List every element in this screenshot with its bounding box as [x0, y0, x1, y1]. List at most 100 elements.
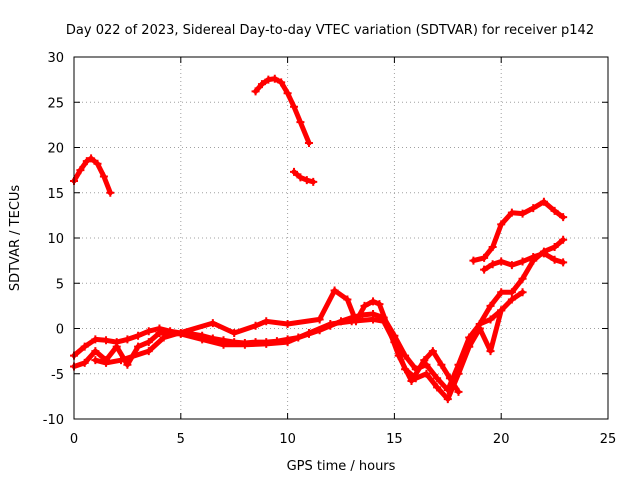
data-point: [116, 356, 125, 365]
data-point: [507, 295, 516, 304]
series-line: [253, 76, 312, 146]
y-tick-label: 30: [47, 51, 64, 66]
data-layer: [70, 74, 568, 404]
data-point: [159, 333, 168, 342]
x-tick-label: 10: [279, 432, 296, 447]
y-tick-label: -10: [43, 413, 64, 428]
y-tick-label: 15: [47, 187, 64, 202]
ticks: 0 5 10 15 20 25 -10 -5 0 5 10 15 20 25 30: [43, 51, 617, 447]
series-arc-midday-high: [251, 74, 313, 147]
data-point: [296, 118, 305, 127]
x-tick-label: 5: [177, 432, 185, 447]
series-line: [466, 237, 566, 350]
data-point: [240, 340, 249, 349]
data-point: [486, 347, 495, 356]
data-point: [277, 78, 286, 87]
data-point: [550, 206, 559, 215]
data-point: [369, 315, 378, 324]
data-point: [559, 258, 568, 267]
data-point: [302, 176, 311, 185]
data-point: [375, 300, 384, 309]
data-point: [529, 204, 538, 213]
data-point: [497, 306, 506, 315]
data-point: [422, 369, 431, 378]
data-point: [270, 74, 279, 83]
data-point: [559, 235, 568, 244]
data-point: [480, 253, 489, 262]
data-point: [123, 360, 132, 369]
data-point: [134, 331, 143, 340]
data-point: [351, 317, 360, 326]
data-point: [420, 356, 429, 365]
data-point: [539, 197, 548, 206]
data-point: [144, 338, 153, 347]
data-point: [454, 369, 463, 378]
data-point: [91, 335, 100, 344]
x-tick-label: 15: [386, 432, 403, 447]
data-point: [518, 257, 527, 266]
data-point: [454, 387, 463, 396]
x-axis-label: GPS time / hours: [287, 459, 396, 474]
data-point: [428, 347, 437, 356]
data-point: [82, 157, 91, 166]
data-point: [518, 274, 527, 283]
data-point: [283, 319, 292, 328]
y-tick-label: 20: [47, 142, 64, 157]
series-line: [92, 288, 461, 395]
data-point: [486, 315, 495, 324]
y-tick-label: 10: [47, 232, 64, 247]
data-point: [518, 288, 527, 297]
data-point: [91, 356, 100, 365]
data-point: [290, 102, 299, 111]
data-point: [208, 319, 217, 328]
data-point: [309, 177, 318, 186]
data-point: [343, 295, 352, 304]
data-point: [360, 301, 369, 310]
data-point: [106, 188, 115, 197]
data-point: [112, 342, 121, 351]
series-baseline-secondary: [70, 306, 506, 404]
data-point: [80, 342, 89, 351]
data-point: [518, 209, 527, 218]
data-point: [507, 261, 516, 270]
data-point: [304, 138, 313, 147]
data-point: [144, 327, 153, 336]
data-point: [465, 342, 474, 351]
data-point: [257, 80, 266, 89]
data-point: [283, 89, 292, 98]
data-point: [283, 338, 292, 347]
data-point: [469, 256, 478, 265]
data-point: [155, 329, 164, 338]
grid: [74, 57, 608, 419]
data-point: [326, 319, 335, 328]
data-point: [251, 321, 260, 330]
x-tick-label: 20: [493, 432, 510, 447]
data-point: [550, 255, 559, 264]
data-point: [497, 257, 506, 266]
x-tick-label: 0: [70, 432, 78, 447]
data-point: [296, 173, 305, 182]
data-point: [529, 256, 538, 265]
data-point: [93, 159, 102, 168]
data-point: [475, 324, 484, 333]
data-point: [134, 342, 143, 351]
data-point: [497, 220, 506, 229]
data-point: [433, 374, 442, 383]
data-point: [102, 336, 111, 345]
data-point: [539, 247, 548, 256]
data-point: [91, 347, 100, 356]
series-arc-early-high: [70, 154, 115, 197]
data-point: [394, 351, 403, 360]
data-point: [407, 376, 416, 385]
series-baseline-scattered: [91, 286, 463, 396]
data-point: [507, 208, 516, 217]
x-tick-label: 25: [600, 432, 617, 447]
data-point: [486, 301, 495, 310]
data-point: [497, 288, 506, 297]
data-point: [304, 329, 313, 338]
data-point: [230, 329, 239, 338]
data-point: [488, 243, 497, 252]
y-tick-label: 5: [56, 277, 64, 292]
